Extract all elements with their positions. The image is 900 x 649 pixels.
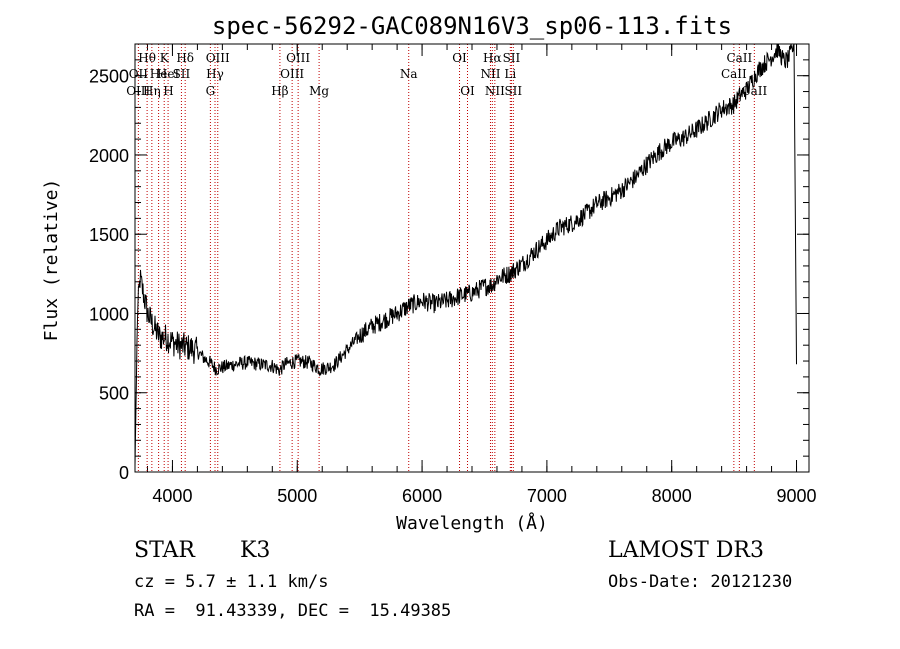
object-class: STAR bbox=[134, 538, 195, 563]
spectral-line-label: NII bbox=[485, 84, 505, 98]
spectral-line-label: CaII bbox=[726, 51, 752, 65]
x-tick-label: 8000 bbox=[652, 486, 692, 506]
spectral-line-label: G bbox=[206, 84, 216, 98]
x-tick-label: 6000 bbox=[402, 486, 442, 506]
spectral-line-label: Hα bbox=[483, 51, 502, 65]
spectral-line-label: H bbox=[163, 84, 173, 98]
spectral-line-label: SII bbox=[173, 67, 191, 81]
object-subclass: K3 bbox=[240, 538, 271, 563]
y-tick-label: 1500 bbox=[89, 225, 129, 245]
coordinates: RA = 91.43339, DEC = 15.49385 bbox=[134, 601, 452, 621]
spectral-line-label: SII bbox=[504, 84, 522, 98]
x-tick-label: 5000 bbox=[277, 486, 317, 506]
redshift-info: cz = 5.7 ± 1.1 km/s bbox=[134, 572, 329, 592]
spectral-line-label: HeI bbox=[157, 67, 180, 81]
y-tick-label: 0 bbox=[119, 463, 129, 483]
x-tick-label: 7000 bbox=[527, 486, 567, 506]
y-tick-label: 2000 bbox=[89, 146, 129, 166]
spectral-line-label: Na bbox=[400, 67, 418, 81]
spectral-line-labels: HθOIIOIIIHeHηKHeIHHδSIIOIIIHγGOIIIOIIIHβ… bbox=[126, 51, 767, 98]
spectral-line-label: Hδ bbox=[176, 51, 194, 65]
chart-title: spec-56292-GAC089N16V3_sp06-113.fits bbox=[212, 12, 732, 40]
spectral-line-label: Mg bbox=[309, 84, 329, 98]
spectral-line-label: Hβ bbox=[271, 84, 288, 98]
x-axis-label: Wavelength (Å) bbox=[396, 512, 548, 534]
spectral-line-label: Li bbox=[504, 67, 516, 81]
spectral-line-label: OIII bbox=[286, 51, 310, 65]
spectral-line-label: OIII bbox=[280, 67, 304, 81]
spectral-line-label: K bbox=[160, 51, 170, 65]
spectral-line-label: Hη bbox=[143, 84, 161, 98]
y-tick-label: 2500 bbox=[89, 67, 129, 87]
y-tick-label: 1000 bbox=[89, 304, 129, 324]
spectral-line-label: OI bbox=[452, 51, 467, 65]
spectrum-line bbox=[134, 43, 797, 466]
spectral-line-label: OIII bbox=[126, 84, 150, 98]
y-tick-labels: 0 500 1000 1500 2000 2500 bbox=[89, 67, 129, 483]
spectral-line-label: OI bbox=[460, 84, 475, 98]
spectral-line-label: Hγ bbox=[206, 67, 224, 81]
x-tick-label: 9000 bbox=[776, 486, 816, 506]
y-tick-label: 500 bbox=[99, 384, 129, 404]
spectral-line-markers bbox=[137, 44, 755, 472]
spectral-line-label: OIII bbox=[206, 51, 230, 65]
plot-frame bbox=[134, 43, 810, 473]
spectral-line-label: He bbox=[150, 67, 168, 81]
minor-ticks bbox=[135, 43, 809, 473]
spectral-line-label: Hθ bbox=[138, 51, 156, 65]
spectral-line-label: CaII bbox=[721, 67, 747, 81]
x-tick-label: 4000 bbox=[152, 486, 192, 506]
spectral-line-label: OII bbox=[129, 67, 149, 81]
spectral-line-label: NII bbox=[480, 67, 500, 81]
obs-date: Obs-Date: 20121230 bbox=[608, 572, 793, 592]
spectral-line-label: SII bbox=[503, 51, 521, 65]
major-ticks bbox=[135, 44, 809, 473]
x-tick-labels: 4000 5000 6000 7000 8000 9000 bbox=[152, 486, 816, 506]
y-axis-label: Flux (relative) bbox=[41, 179, 62, 342]
survey-name: LAMOST DR3 bbox=[608, 538, 764, 563]
